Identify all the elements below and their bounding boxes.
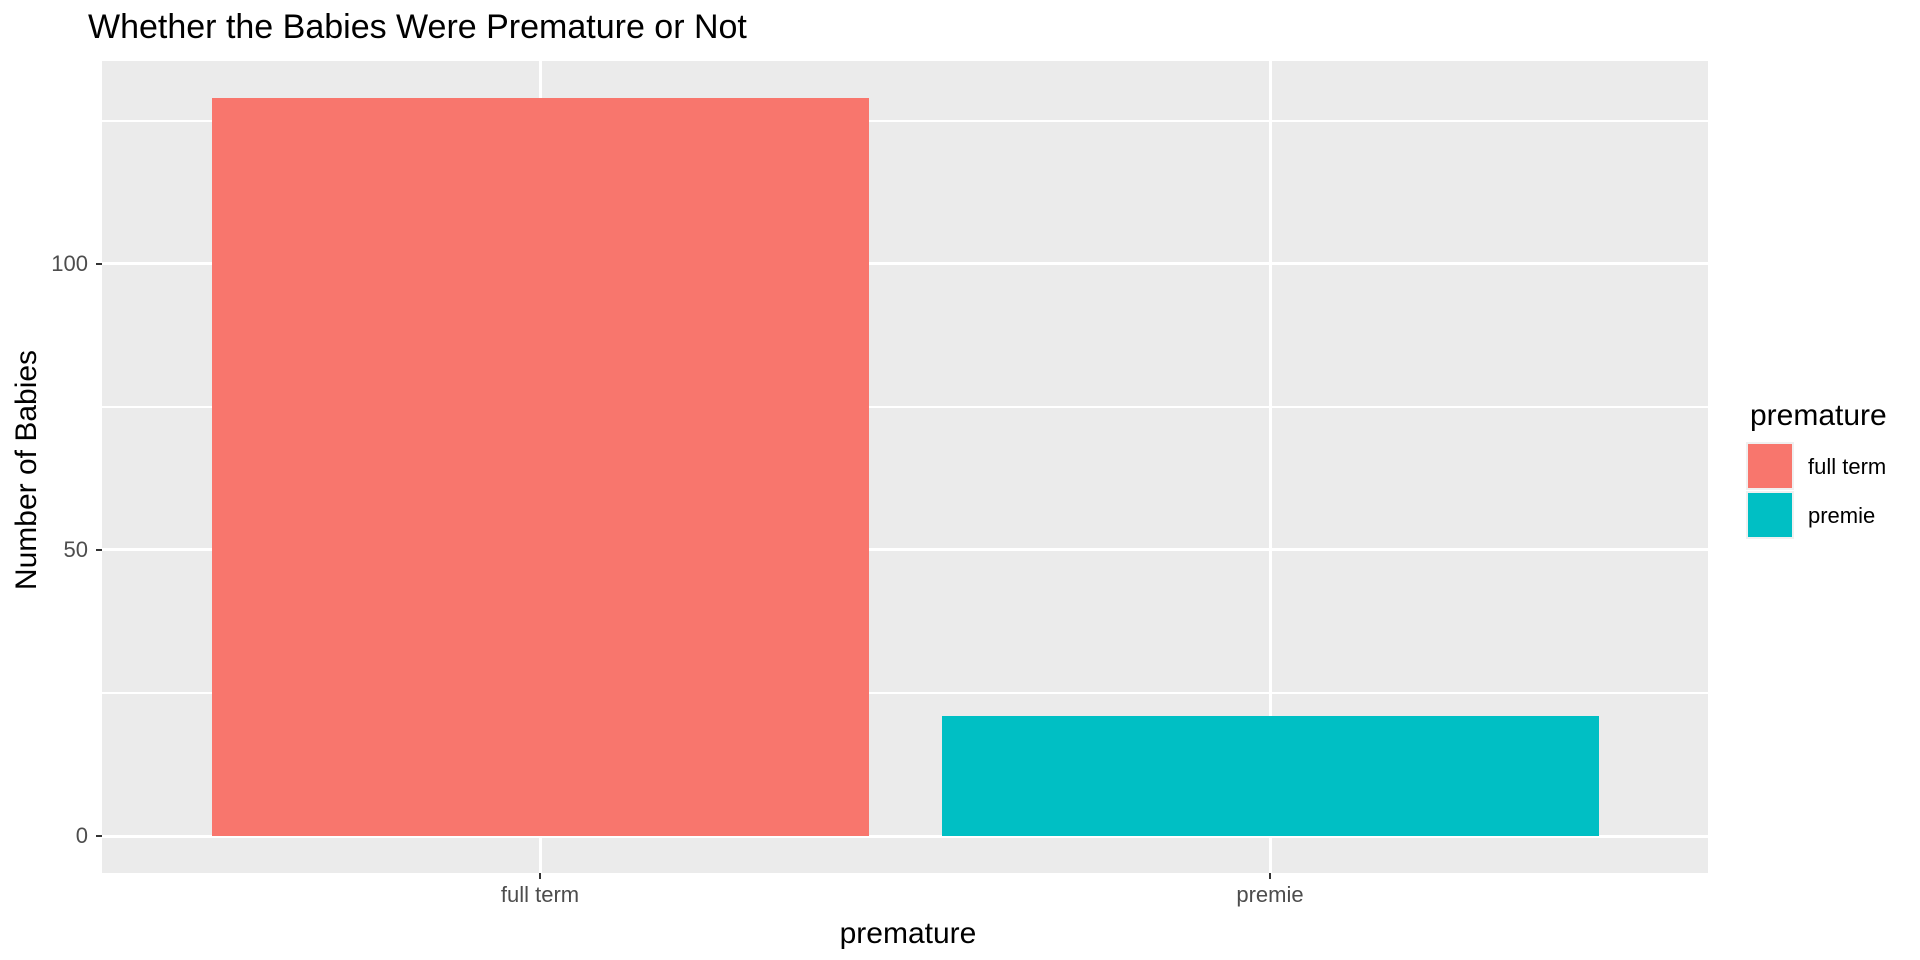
legend-items: full term premie: [1746, 442, 1887, 540]
gridline-major-y-0: [102, 834, 1708, 838]
x-axis-title: premature: [839, 917, 977, 950]
legend-key: [1746, 491, 1794, 539]
y-tick-mark-50: [96, 548, 102, 551]
bar-full-term: [211, 97, 869, 837]
legend-title: premature: [1750, 399, 1887, 432]
legend-item-label: premie: [1808, 502, 1876, 528]
plot-panel: [102, 61, 1708, 873]
legend-key-swatch: [1748, 493, 1792, 537]
x-tick-label-1: full term: [500, 882, 580, 907]
chart-title: Whether the Babies Were Premature or Not: [88, 8, 747, 46]
x-tick-label-2: premie: [1236, 882, 1304, 907]
gridline-major-x-2: [1268, 61, 1272, 873]
gridline-minor-y-25: [102, 692, 1708, 694]
legend-item-premie: premie: [1746, 491, 1887, 540]
y-tick-mark-100: [96, 262, 102, 265]
legend: premature full term premie: [1746, 398, 1887, 540]
gridline-major-y-100: [102, 262, 1708, 266]
bar-premie: [941, 715, 1599, 837]
legend-key: [1746, 442, 1794, 490]
y-axis-title: Number of Babies: [10, 349, 43, 591]
gridline-minor-y-75: [102, 406, 1708, 408]
y-tick-label-50: 50: [63, 536, 88, 562]
legend-item-label: full term: [1808, 453, 1887, 479]
legend-key-swatch: [1748, 444, 1792, 488]
y-tick-mark-0: [96, 835, 102, 838]
x-tick-mark-2: [1269, 873, 1271, 879]
y-tick-label-0: 0: [75, 823, 88, 849]
y-tick-label-100: 100: [51, 250, 88, 276]
x-tick-mark-1: [539, 873, 541, 879]
legend-item-full-term: full term: [1746, 442, 1887, 491]
gridline-major-y-50: [102, 548, 1708, 552]
gridline-minor-y-125: [102, 120, 1708, 122]
